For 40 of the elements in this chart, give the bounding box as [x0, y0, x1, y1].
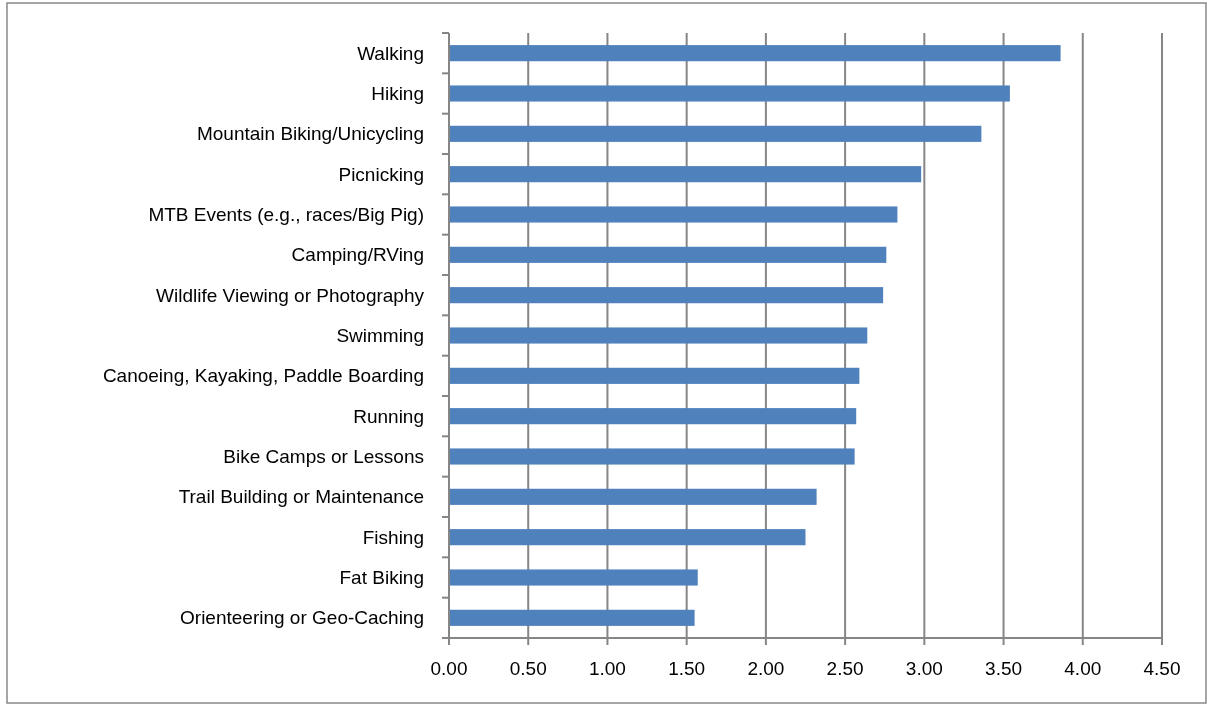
bar [449, 85, 1010, 102]
y-tick-label: Bike Camps or Lessons [223, 446, 424, 468]
y-tick-label: Picnicking [338, 163, 424, 185]
y-tick-label: Orienteering or Geo-Caching [180, 607, 424, 629]
bar [449, 125, 982, 142]
y-tick-label: Mountain Biking/Unicycling [196, 123, 424, 145]
bar [449, 206, 898, 223]
bar [449, 246, 887, 263]
y-tick-label: Trail Building or Maintenance [178, 486, 424, 508]
y-tick-label: Canoeing, Kayaking, Paddle Boarding [102, 365, 424, 387]
y-tick-label: Running [353, 405, 424, 427]
bar [449, 609, 695, 626]
x-tick-label: 0.00 [430, 658, 468, 679]
y-tick-label: Camping/RVing [291, 244, 424, 266]
y-tick-label: Fishing [362, 526, 424, 548]
y-tick-label: Hiking [371, 83, 424, 105]
y-tick-label: Swimming [336, 325, 424, 347]
bar [449, 327, 868, 344]
bar [449, 287, 884, 304]
x-tick-label: 4.50 [1143, 658, 1181, 679]
bar [449, 408, 857, 425]
x-tick-label: 4.00 [1064, 658, 1102, 679]
x-tick-label: 3.50 [985, 658, 1023, 679]
y-tick-label: Walking [357, 42, 424, 64]
x-tick-label: 2.50 [826, 658, 864, 679]
x-tick-label: 3.00 [905, 658, 943, 679]
bar [449, 448, 855, 465]
y-tick-label: MTB Events (e.g., races/Big Pig) [148, 204, 424, 226]
x-tick-label: 1.00 [588, 658, 626, 679]
bar [449, 488, 817, 505]
y-tick-label: Wildlife Viewing or Photography [156, 284, 425, 306]
bar [449, 166, 922, 183]
bar [449, 529, 806, 546]
y-tick-label: Fat Biking [339, 567, 424, 589]
x-tick-label: 1.50 [668, 658, 706, 679]
x-tick-label: 0.50 [509, 658, 547, 679]
bar [449, 45, 1061, 62]
x-tick-label: 2.00 [747, 658, 785, 679]
bar [449, 367, 860, 384]
bar [449, 569, 698, 586]
